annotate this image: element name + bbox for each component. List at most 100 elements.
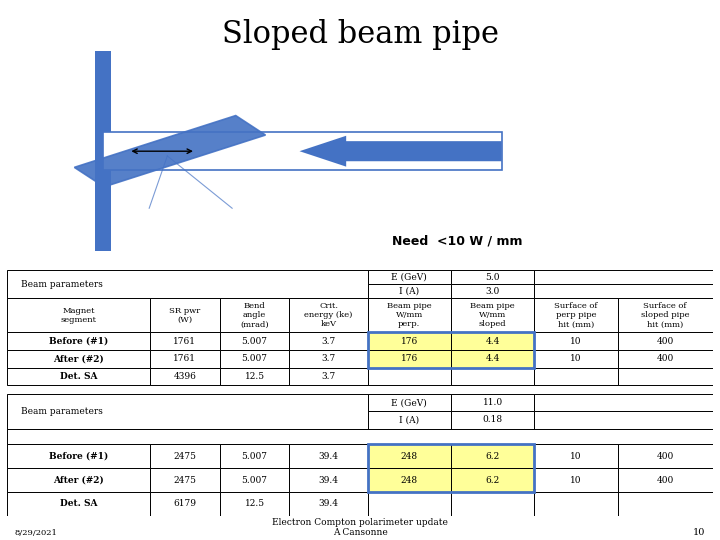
Bar <box>368 468 451 492</box>
Bar <box>618 492 713 516</box>
Text: 3.0: 3.0 <box>485 287 500 295</box>
Bar <box>7 492 150 516</box>
Text: Surface of
perp pipe
hit (mm): Surface of perp pipe hit (mm) <box>554 302 598 328</box>
Text: 39.4: 39.4 <box>318 452 338 461</box>
Text: 4.4: 4.4 <box>485 336 500 346</box>
Bar <box>7 394 368 429</box>
Bar <box>220 332 289 350</box>
Bar <box>368 298 451 332</box>
Text: 1761: 1761 <box>174 336 197 346</box>
Bar <box>289 332 368 350</box>
Bar <box>289 492 368 516</box>
Text: 12.5: 12.5 <box>245 500 265 508</box>
Text: 5.007: 5.007 <box>242 452 268 461</box>
Bar <box>451 350 534 368</box>
Bar <box>618 444 713 468</box>
Text: Det. SA: Det. SA <box>60 500 97 508</box>
Text: 4.4: 4.4 <box>485 354 500 363</box>
Bar <box>220 444 289 468</box>
Text: 3.7: 3.7 <box>321 372 336 381</box>
Text: 400: 400 <box>657 452 674 461</box>
Text: Surface of
sloped pipe
hit (mm): Surface of sloped pipe hit (mm) <box>641 302 690 328</box>
Text: 3.7: 3.7 <box>321 354 336 363</box>
Text: Det. SA: Det. SA <box>60 372 97 381</box>
Text: 248: 248 <box>401 476 418 484</box>
Text: 8/29/2021: 8/29/2021 <box>14 529 58 537</box>
Text: E (GeV): E (GeV) <box>392 399 427 407</box>
Bar <box>220 468 289 492</box>
Bar <box>220 368 289 386</box>
Bar <box>289 298 368 332</box>
Bar <box>451 468 534 492</box>
Bar <box>451 332 534 350</box>
Bar <box>451 492 534 516</box>
Text: 248: 248 <box>401 452 418 461</box>
Text: 10: 10 <box>570 476 582 484</box>
Bar <box>618 368 713 386</box>
Text: Before (#1): Before (#1) <box>49 452 108 461</box>
Bar <box>618 350 713 368</box>
Bar <box>368 332 451 350</box>
Text: 4396: 4396 <box>174 372 197 381</box>
Bar <box>7 444 150 468</box>
Text: 10: 10 <box>570 452 582 461</box>
Bar <box>368 394 451 411</box>
Bar <box>150 444 220 468</box>
Text: 1761: 1761 <box>174 354 197 363</box>
Bar <box>368 444 451 468</box>
Bar <box>451 394 534 411</box>
Text: 400: 400 <box>657 476 674 484</box>
Bar <box>534 492 618 516</box>
Bar <box>368 284 451 298</box>
Bar <box>618 298 713 332</box>
Text: 0.18: 0.18 <box>482 415 503 424</box>
Bar <box>368 492 451 516</box>
Bar <box>289 444 368 468</box>
Bar <box>7 429 713 444</box>
Text: Before (#1): Before (#1) <box>49 336 108 346</box>
Bar <box>289 368 368 386</box>
FancyArrow shape <box>300 136 502 167</box>
Text: 10: 10 <box>693 528 706 537</box>
Bar <box>7 468 150 492</box>
Bar <box>150 298 220 332</box>
Text: Beam pipe
W/mm
sloped: Beam pipe W/mm sloped <box>470 302 515 328</box>
Text: Bend
angle
(mrad): Bend angle (mrad) <box>240 302 269 328</box>
Text: I (A): I (A) <box>400 287 419 295</box>
Bar <box>7 270 368 298</box>
Text: 5.007: 5.007 <box>242 336 268 346</box>
Text: After (#2): After (#2) <box>53 476 104 484</box>
Bar <box>534 284 713 298</box>
Text: 400: 400 <box>657 336 674 346</box>
Bar <box>7 368 150 386</box>
Text: 39.4: 39.4 <box>318 500 338 508</box>
Bar <box>289 468 368 492</box>
Text: 2475: 2475 <box>174 476 197 484</box>
Text: Need  <10 W / mm: Need <10 W / mm <box>392 235 523 248</box>
Text: 5.007: 5.007 <box>242 476 268 484</box>
Text: Sloped beam pipe: Sloped beam pipe <box>222 19 498 50</box>
Text: Electron Compton polarimeter update
A Cansonne: Electron Compton polarimeter update A Ca… <box>272 518 448 537</box>
Bar <box>534 298 618 332</box>
Bar <box>534 394 713 411</box>
Bar <box>7 298 150 332</box>
Bar <box>150 332 220 350</box>
Text: Beam parameters: Beam parameters <box>22 407 103 416</box>
Bar <box>150 468 220 492</box>
Bar <box>534 411 713 429</box>
Bar <box>150 368 220 386</box>
Bar <box>451 411 534 429</box>
Text: I (A): I (A) <box>400 415 419 424</box>
Bar <box>618 332 713 350</box>
Text: 2475: 2475 <box>174 452 197 461</box>
Bar <box>7 332 150 350</box>
Bar <box>451 270 534 284</box>
Bar <box>289 350 368 368</box>
Bar <box>368 350 451 368</box>
Bar <box>368 270 451 284</box>
Text: 6179: 6179 <box>174 500 197 508</box>
Bar <box>534 368 618 386</box>
Bar <box>534 270 713 284</box>
Bar <box>368 444 534 492</box>
Bar <box>220 298 289 332</box>
